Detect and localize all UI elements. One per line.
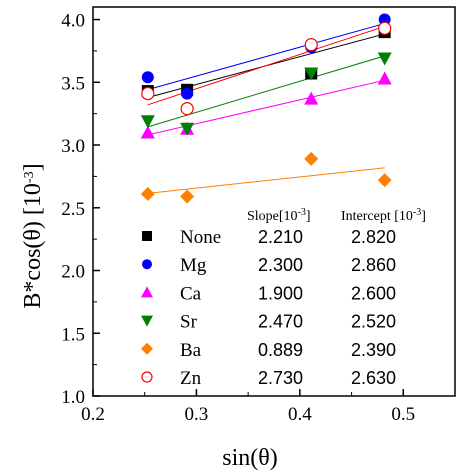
point-zn: [378, 21, 392, 35]
legend-label-ca: Ca: [180, 283, 202, 304]
point-ca: [377, 71, 392, 85]
legend-label-mg: Mg: [180, 255, 207, 276]
intercept-value-ca: 2.600: [351, 283, 396, 303]
y-tick-label: 3.0: [61, 136, 85, 157]
fit-line-ba: [147, 167, 385, 194]
y-tick-label: 4.0: [61, 11, 85, 32]
legend-marker-ca: [141, 286, 153, 298]
x-tick-label: 0.5: [391, 404, 415, 425]
data-markers: [140, 13, 392, 204]
intercept-value-sr: 2.520: [351, 312, 396, 332]
x-tick-label: 0.3: [185, 404, 209, 425]
intercept-value-zn: 2.630: [351, 368, 396, 388]
slope-value-mg: 2.300: [258, 255, 303, 275]
slope-value-ba: 0.889: [258, 340, 303, 360]
point-ca: [140, 125, 155, 139]
point-zn: [180, 102, 194, 116]
point-sr: [377, 52, 392, 66]
plot-frame: [92, 6, 456, 397]
point-mg: [141, 71, 154, 84]
legend-marker-ba: [141, 342, 153, 355]
intercept-value-ba: 2.390: [351, 340, 396, 360]
legend-marker-sr: [141, 315, 153, 327]
intercept-value-none: 2.820: [351, 227, 396, 247]
x-tick-label: 0.4: [288, 404, 312, 425]
point-ba: [140, 186, 155, 201]
legend-label-none: None: [180, 227, 221, 248]
point-ba: [377, 173, 392, 188]
point-ba: [304, 151, 319, 166]
intercept-header: Intercept [10-3]: [341, 207, 426, 225]
point-sr: [140, 115, 155, 129]
point-zn: [141, 86, 155, 101]
slope-value-zn: 2.730: [258, 368, 303, 388]
y-tick-label: 1.0: [61, 387, 85, 408]
x-axis-label: sin(θ): [222, 445, 278, 471]
slope-header: Slope[10-3]: [247, 207, 311, 225]
y-tick-label: 1.5: [61, 324, 85, 345]
slope-value-sr: 2.470: [258, 312, 303, 332]
legend-label-ba: Ba: [180, 340, 202, 361]
slope-value-none: 2.210: [258, 227, 303, 247]
x-tick-label: 0.2: [81, 404, 105, 425]
axis-ticks: 0.2 0.3 0.4 0.5 1.0 1.5 2.0 2.5 3.0 3.5 4.0: [61, 11, 456, 425]
y-tick-label: 2.5: [61, 199, 85, 220]
slope-value-ca: 1.900: [258, 283, 303, 303]
point-sr: [180, 122, 195, 136]
fit-line-mg: [147, 23, 385, 91]
point-mg: [181, 87, 194, 100]
point-sr: [304, 67, 319, 81]
point-ba: [180, 189, 195, 204]
legend-label-zn: Zn: [180, 368, 202, 389]
legend-marker-zn: [141, 371, 153, 383]
legend-label-sr: Sr: [180, 312, 198, 333]
y-axis-label: B*cos(θ) [10-3]: [20, 163, 46, 308]
point-ca: [304, 91, 319, 105]
intercept-value-mg: 2.860: [351, 255, 396, 275]
legend-marker-none: [142, 231, 152, 241]
y-tick-label: 2.0: [61, 262, 85, 283]
y-tick-label: 3.5: [61, 73, 85, 94]
legend-marker-mg: [142, 259, 152, 270]
point-zn: [304, 38, 318, 52]
legend-table: None 2.210 2.820 Mg 2.300 2.860 Ca 1.900 2.600 Sr…: [141, 227, 396, 389]
